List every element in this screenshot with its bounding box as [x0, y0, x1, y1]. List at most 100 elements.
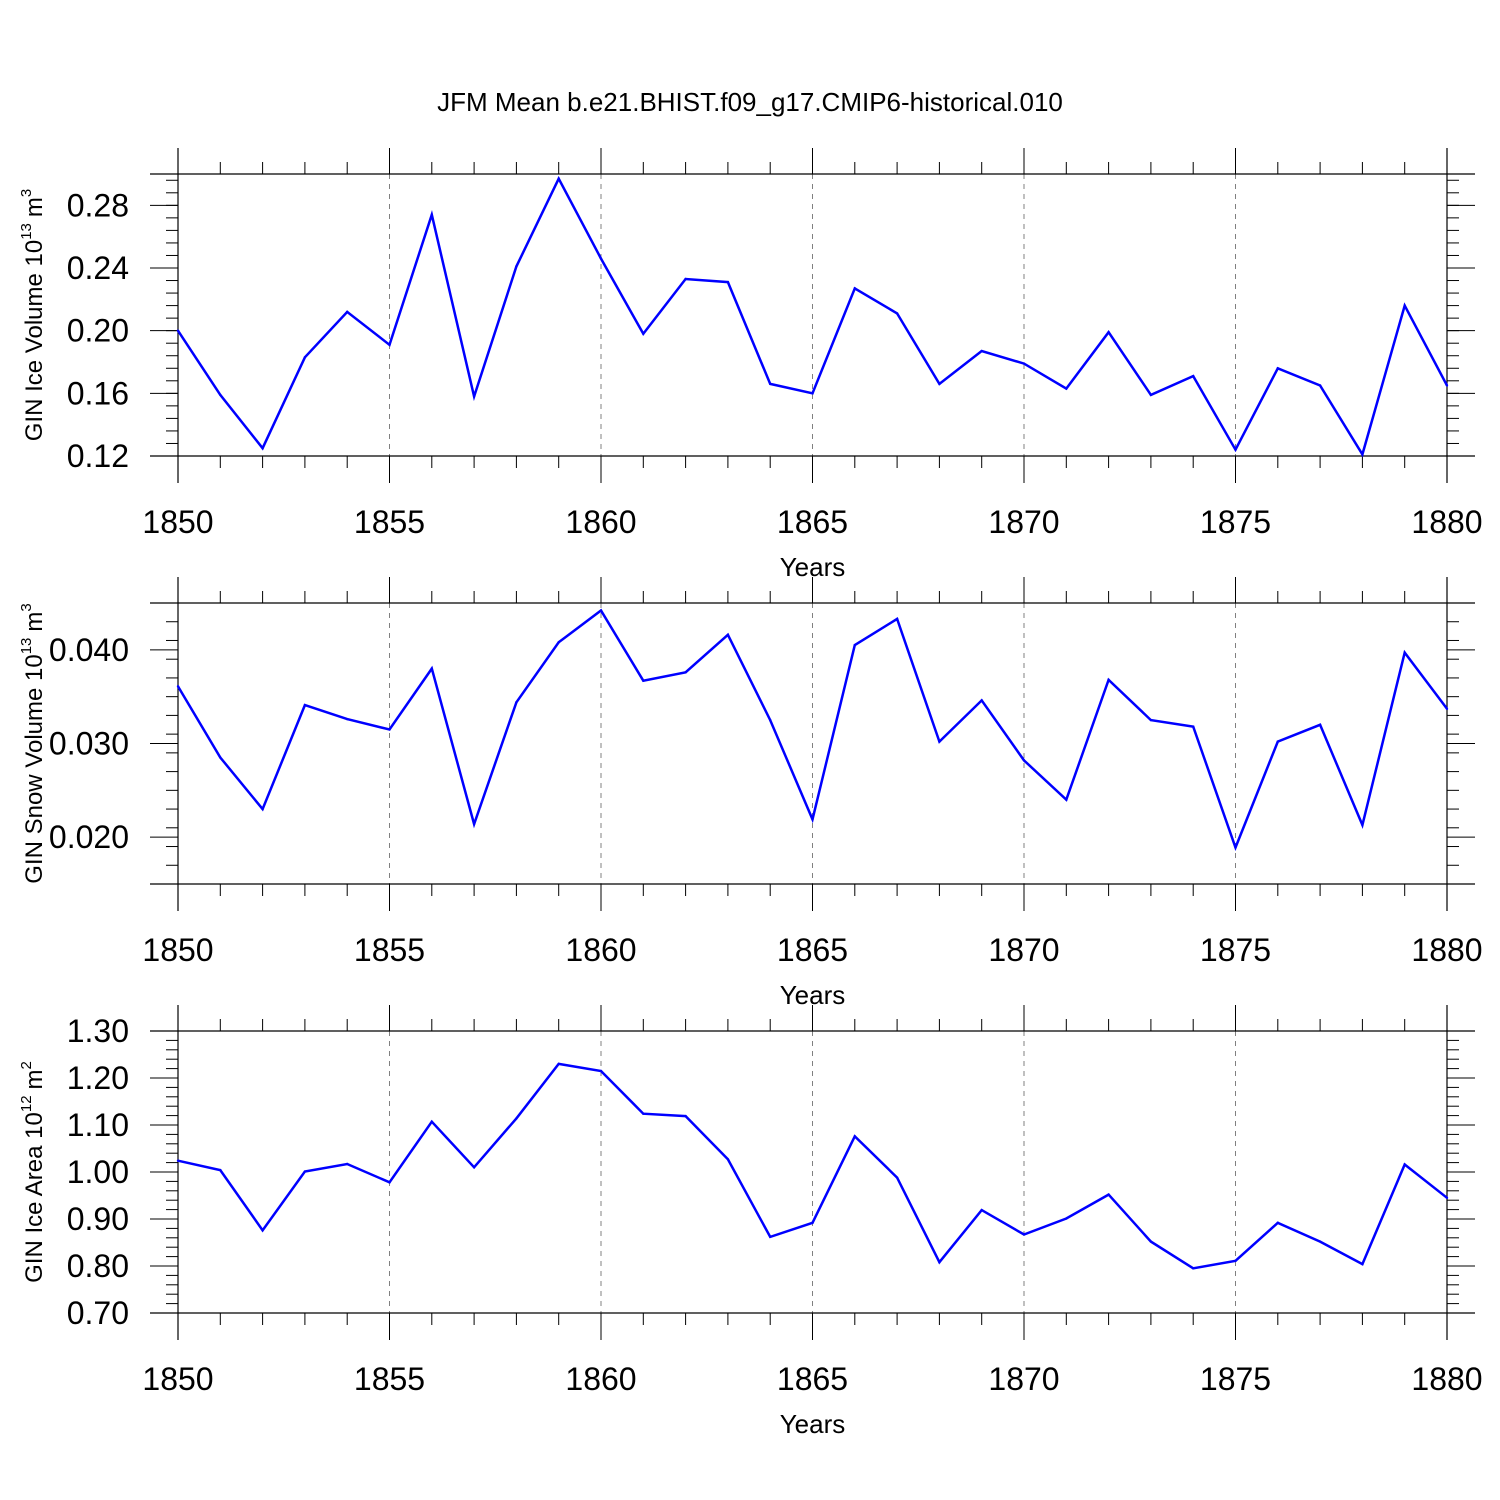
data-point: [853, 287, 856, 290]
data-point: [769, 382, 772, 386]
x-tick-label: 1870: [988, 1361, 1059, 1397]
data-point: [769, 718, 772, 722]
data-point: [515, 701, 518, 704]
data-point: [472, 395, 476, 398]
data-point: [684, 671, 687, 674]
data-point: [1234, 448, 1237, 451]
data-point: [1276, 1221, 1280, 1224]
y-axis-label-unit: m: [21, 1069, 48, 1089]
data-point: [1065, 1217, 1068, 1220]
data-point: [1022, 1233, 1026, 1236]
data-point: [726, 1158, 730, 1161]
data-point: [1445, 384, 1449, 387]
y-tick-label: 0.28: [67, 187, 129, 223]
x-tick-label: 1875: [1200, 932, 1271, 968]
data-point: [1445, 707, 1449, 711]
data-point: [938, 740, 941, 743]
data-point: [1276, 740, 1280, 743]
y-axis-label-exponent: 13: [18, 638, 35, 655]
y-axis-label-unit-exponent: 3: [18, 189, 35, 197]
chart-title: JFM Mean b.e21.BHIST.f09_g17.CMIP6-histo…: [437, 87, 1063, 117]
y-tick-label: 0.90: [67, 1201, 129, 1237]
x-tick-label: 1850: [142, 504, 213, 540]
y-tick-label: 0.70: [67, 1295, 129, 1331]
x-tick-label: 1865: [777, 504, 848, 540]
data-point: [1445, 1196, 1449, 1200]
y-tick-label: 1.00: [67, 1154, 129, 1190]
y-tick-label: 0.040: [49, 632, 129, 668]
x-tick-label: 1860: [565, 504, 636, 540]
y-tick-label: 0.030: [49, 726, 129, 762]
data-point: [938, 382, 941, 386]
y-axis-label-unit: m: [21, 612, 48, 632]
data-point: [515, 1117, 518, 1120]
y-axis-label-text: GIN Ice Volume 10: [21, 240, 48, 441]
x-tick-label: 1880: [1411, 1361, 1482, 1397]
data-point: [980, 699, 983, 702]
data-point: [1022, 759, 1026, 762]
x-axis-label: Years: [780, 1409, 846, 1439]
data-point: [388, 343, 391, 346]
data-point: [642, 1112, 645, 1115]
data-point: [853, 1135, 856, 1138]
x-tick-label: 1850: [142, 932, 213, 968]
data-point: [1192, 725, 1195, 728]
data-point: [1149, 718, 1153, 722]
data-point: [726, 633, 730, 637]
x-tick-label: 1880: [1411, 504, 1482, 540]
data-point: [769, 1235, 772, 1239]
data-point: [726, 280, 730, 284]
data-point: [557, 177, 560, 180]
data-point: [1361, 453, 1364, 456]
data-point: [515, 265, 518, 268]
data-point: [1318, 723, 1322, 726]
y-tick-label: 1.20: [67, 1060, 129, 1096]
x-tick-label: 1855: [354, 932, 425, 968]
data-point: [346, 717, 349, 721]
y-axis-label: GIN Snow Volume 1013 m3: [18, 603, 48, 883]
data-point: [1234, 1259, 1237, 1263]
data-point: [1361, 1262, 1364, 1266]
x-tick-label: 1880: [1411, 932, 1482, 968]
y-axis-label: GIN Ice Area 1012 m2: [18, 1061, 48, 1283]
data-point: [388, 728, 391, 731]
y-axis-label-exponent: 13: [18, 223, 35, 240]
data-point: [1318, 384, 1322, 387]
data-point: [261, 446, 264, 450]
x-tick-label: 1875: [1200, 1361, 1271, 1397]
data-point: [1107, 1193, 1110, 1196]
data-point: [938, 1261, 941, 1264]
data-point: [430, 213, 433, 216]
data-point: [1403, 304, 1406, 307]
x-tick-label: 1855: [354, 504, 425, 540]
panel-1: 1850 1855 1860 1865 1870 1875 1880Years0.120.1…: [18, 148, 1483, 582]
data-point: [853, 643, 856, 647]
panel-2: 1850 1855 1860 1865 1870 1875 1880Years0.0200.…: [18, 577, 1483, 1010]
y-tick-label: 0.20: [67, 313, 129, 349]
y-tick-label: 0.16: [67, 375, 129, 411]
data-point: [980, 349, 983, 353]
data-point: [642, 332, 645, 335]
data-point: [472, 1166, 476, 1169]
data-point: [430, 1120, 433, 1123]
data-point: [388, 1181, 391, 1184]
data-point: [980, 1208, 983, 1212]
data-point: [303, 356, 307, 359]
x-tick-label: 1855: [354, 1361, 425, 1397]
data-point: [346, 1162, 349, 1166]
data-point: [895, 617, 899, 621]
data-point: [430, 667, 433, 670]
data-point: [811, 392, 814, 395]
data-point: [346, 310, 349, 314]
data-point: [219, 1168, 222, 1172]
y-axis-label-unit: m: [21, 197, 48, 217]
data-point: [219, 393, 222, 397]
data-point: [176, 685, 180, 688]
data-point: [1022, 362, 1026, 365]
x-tick-label: 1875: [1200, 504, 1271, 540]
data-point: [1065, 387, 1068, 390]
data-point: [472, 822, 476, 826]
data-point: [557, 1062, 560, 1066]
x-tick-label: 1860: [565, 932, 636, 968]
